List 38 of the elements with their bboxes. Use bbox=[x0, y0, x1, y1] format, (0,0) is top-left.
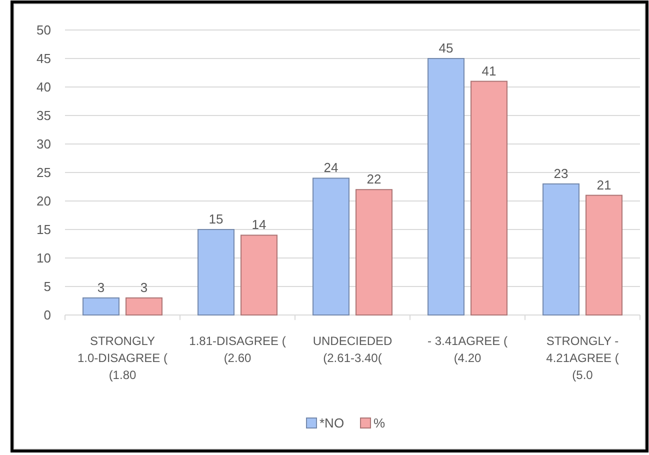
data-label: 41 bbox=[482, 63, 496, 78]
data-label: 3 bbox=[97, 280, 105, 295]
bar bbox=[470, 80, 508, 316]
y-tick-label: 15 bbox=[36, 222, 51, 238]
bar bbox=[428, 58, 464, 316]
data-label: 3 bbox=[140, 280, 148, 295]
legend-label: % bbox=[374, 416, 386, 431]
y-tick-label: 35 bbox=[36, 108, 51, 124]
y-tick-label: 30 bbox=[36, 136, 51, 152]
legend-label: *NO bbox=[320, 416, 344, 431]
y-tick-label: 5 bbox=[44, 279, 51, 294]
bar bbox=[586, 194, 622, 316]
y-tick-label: 45 bbox=[36, 51, 51, 66]
bar bbox=[240, 234, 278, 316]
y-tick-label: 25 bbox=[36, 165, 51, 180]
data-label: 22 bbox=[366, 172, 382, 187]
data-label: 21 bbox=[596, 177, 612, 192]
y-tick-label: 20 bbox=[36, 194, 51, 209]
x-tick-label: STRONGLY - 4.21AGREE ( (5.0 bbox=[546, 334, 619, 382]
x-tick-label: - 3.41AGREE ( (4.20 bbox=[427, 334, 508, 365]
data-label: 24 bbox=[324, 160, 338, 176]
y-tick-label: 0 bbox=[44, 308, 51, 323]
y-tick-label: 50 bbox=[36, 22, 51, 38]
bar bbox=[82, 297, 120, 316]
x-tick-label: 1.81-DISAGREE ( (2.60 bbox=[189, 334, 286, 365]
x-tick-label: STRONGLY 1.0-DISAGREE ( (1.80 bbox=[77, 334, 168, 382]
bar bbox=[198, 229, 234, 316]
data-label: 45 bbox=[438, 40, 454, 56]
data-label: 23 bbox=[554, 166, 568, 181]
x-tick-label: UNDECIEDED (2.61-3.40( bbox=[312, 334, 393, 365]
data-label: 15 bbox=[208, 212, 224, 226]
bar bbox=[126, 297, 162, 316]
data-label: 14 bbox=[252, 217, 266, 232]
bar bbox=[356, 189, 392, 316]
y-tick-label: 10 bbox=[36, 250, 51, 266]
bar bbox=[542, 183, 580, 316]
y-tick-label: 40 bbox=[36, 80, 51, 95]
bar bbox=[312, 178, 350, 316]
